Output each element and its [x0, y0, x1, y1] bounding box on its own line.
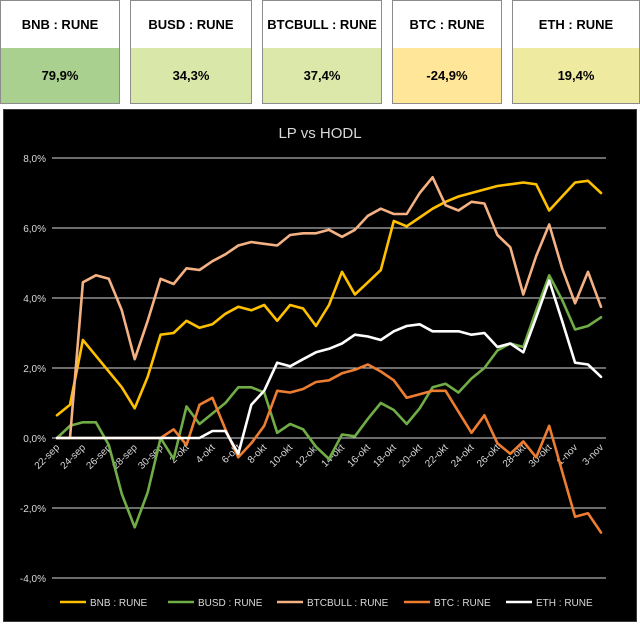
y-tick-label: -2,0%: [20, 504, 46, 515]
legend-label: ETH : RUNE: [536, 598, 593, 609]
x-tick-label: 24-sep: [59, 442, 89, 472]
y-tick-label: 0,0%: [23, 434, 46, 445]
x-tick-label: 20-okt: [397, 442, 425, 470]
x-tick-label: 30-sep: [136, 442, 166, 472]
tile-btcbull-rune: BTCBULL : RUNE 37,4%: [262, 0, 382, 104]
x-tick-label: 28-okt: [501, 442, 529, 470]
x-tick-label: 18-okt: [371, 442, 399, 470]
legend-label: BUSD : RUNE: [198, 598, 263, 609]
legend-label: BTCBULL : RUNE: [307, 598, 389, 609]
summary-tiles: BNB : RUNE 79,9% BUSD : RUNE 34,3% BTCBU…: [0, 0, 640, 106]
legend-label: BTC : RUNE: [434, 598, 491, 609]
tile-value: 37,4%: [263, 48, 381, 103]
x-tick-label: 24-okt: [449, 442, 477, 470]
y-tick-label: 6,0%: [23, 224, 46, 235]
tile-btc-rune: BTC : RUNE -24,9%: [392, 0, 502, 104]
tile-label: ETH : RUNE: [513, 1, 639, 49]
series-line-4: [55, 279, 603, 456]
x-tick-label: 22-sep: [33, 442, 63, 472]
tile-label: BTCBULL : RUNE: [263, 1, 381, 49]
legend-label: BNB : RUNE: [90, 598, 148, 609]
x-tick-label: 4-okt: [194, 442, 218, 466]
tile-bnb-rune: BNB : RUNE 79,9%: [0, 0, 120, 104]
x-tick-label: 14-okt: [320, 442, 348, 470]
tile-label: BUSD : RUNE: [131, 1, 251, 49]
x-tick-label: 3-nov: [581, 442, 606, 467]
y-tick-label: -4,0%: [20, 574, 46, 585]
x-tick-label: 16-okt: [346, 442, 374, 470]
line-chart-svg: LP vs HODL -4,0% -2,0% 0,0% 2,0% 4,0% 6,0% 8,0…: [20, 125, 606, 609]
y-tick-label: 8,0%: [23, 154, 46, 165]
y-tick-label: 2,0%: [23, 364, 46, 375]
tile-value: 34,3%: [131, 48, 251, 103]
chart-title: LP vs HODL: [278, 125, 361, 142]
lp-vs-hodl-chart: LP vs HODL -4,0% -2,0% 0,0% 2,0% 4,0% 6,0% 8,0…: [3, 109, 637, 622]
tile-eth-rune: ETH : RUNE 19,4%: [512, 0, 640, 104]
tile-label: BNB : RUNE: [1, 1, 119, 49]
x-tick-label: 22-okt: [423, 442, 451, 470]
tile-label: BTC : RUNE: [393, 1, 501, 49]
tile-busd-rune: BUSD : RUNE 34,3%: [130, 0, 252, 104]
series-line-2: [55, 176, 603, 440]
tile-value: -24,9%: [393, 48, 501, 103]
series-line-0: [55, 179, 603, 417]
y-tick-label: 4,0%: [23, 294, 46, 305]
tile-value: 19,4%: [513, 48, 639, 103]
x-tick-label: 10-okt: [268, 442, 296, 470]
tile-value: 79,9%: [1, 48, 119, 103]
chart-area: LP vs HODL -4,0% -2,0% 0,0% 2,0% 4,0% 6,0% 8,0…: [0, 108, 640, 624]
x-tick-label: 26-okt: [475, 442, 503, 470]
